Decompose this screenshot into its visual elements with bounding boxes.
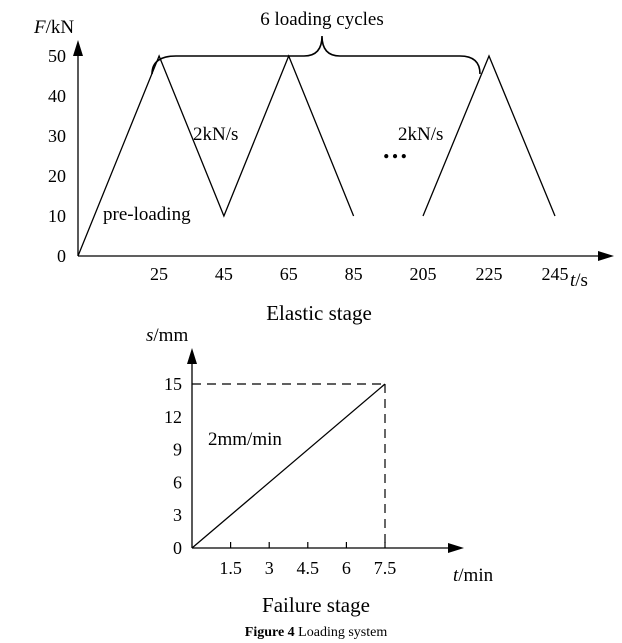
rate-label: 2mm/min [208, 429, 282, 450]
x-axis-title: t/min [453, 565, 494, 586]
x-tick-label: 85 [345, 264, 363, 284]
ellipsis-mark: … [382, 135, 408, 164]
y-tick-label: 20 [48, 166, 66, 186]
x-tick-label: 6 [342, 558, 351, 578]
y-axis-arrow [187, 348, 197, 364]
y-tick-label: 40 [48, 86, 66, 106]
y-tick-label: 10 [48, 206, 66, 226]
elastic-stage-chart: F/kN t/s 0 10 20 30 40 50 25 45 65 85 205 225 245 6… [33, 9, 614, 325]
x-tick-label: 245 [542, 264, 569, 284]
x-tick-label: 45 [215, 264, 233, 284]
y-axis-title: F/kN [33, 17, 74, 38]
y-tick-label: 50 [48, 46, 66, 66]
x-axis-title: t/s [570, 270, 588, 291]
preload-label: pre-loading [103, 204, 191, 225]
y-tick-label: 0 [57, 246, 66, 266]
x-tick-label: 7.5 [374, 558, 397, 578]
figure-caption: Figure 4 Loading system [245, 625, 388, 640]
rate-label-2: 2kN/s [398, 124, 443, 145]
y-tick-label: 0 [173, 538, 182, 558]
x-tick-label: 3 [265, 558, 274, 578]
x-tick-label: 225 [476, 264, 503, 284]
x-tick-label: 4.5 [297, 558, 320, 578]
x-axis-arrow [598, 251, 614, 261]
x-tick-label: 25 [150, 264, 168, 284]
cycles-brace [151, 35, 481, 75]
cycles-label: 6 loading cycles [260, 9, 383, 30]
y-axis-arrow [73, 40, 83, 56]
y-tick-label: 9 [173, 440, 182, 460]
y-axis-title: s/mm [146, 325, 188, 346]
y-tick-label: 15 [164, 374, 182, 394]
load-series-line [77, 54, 355, 257]
y-tick-label: 12 [164, 407, 182, 427]
x-tick-label: 65 [280, 264, 298, 284]
x-axis-arrow [448, 543, 464, 553]
x-tick-label: 1.5 [219, 558, 242, 578]
rate-label-1: 2kN/s [193, 124, 238, 145]
y-tick-label: 30 [48, 126, 66, 146]
failure-stage-caption: Failure stage [262, 593, 370, 617]
y-tick-label: 6 [173, 472, 182, 492]
y-tick-label: 3 [173, 505, 182, 525]
x-tick-label: 205 [410, 264, 437, 284]
displacement-series-line [191, 383, 386, 549]
elastic-stage-caption: Elastic stage [266, 301, 372, 325]
load-series-line [422, 54, 556, 217]
